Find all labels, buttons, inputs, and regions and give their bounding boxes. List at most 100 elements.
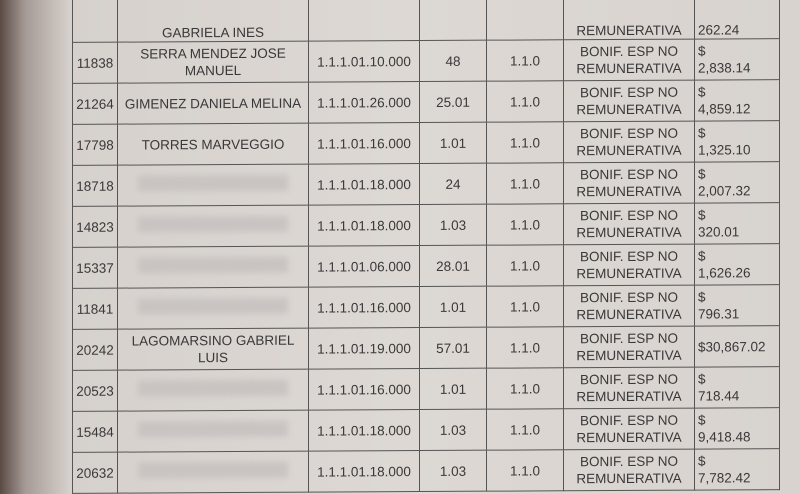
concept-cell: BONIF. ESP NO REMUNERATIVA — [563, 449, 695, 491]
amount-value: 320.01 — [698, 224, 740, 240]
amount-cell: $1,626.26 — [694, 243, 780, 286]
currency-symbol: $ — [698, 371, 706, 387]
amount-cell: $320.01 — [694, 202, 780, 245]
name-cell: SERRA MENDEZ JOSE MANUEL — [117, 41, 309, 84]
version-cell: 1.1.0 — [486, 244, 564, 287]
qty-cell: 1.03 — [419, 450, 487, 492]
id-cell: 20242 — [72, 329, 118, 371]
id-cell: 21264 — [72, 83, 118, 125]
code-cell: 1.1.1.01.18.000 — [308, 163, 420, 206]
table-row: 17798 TORRES MARVEGGIO 1.1.1.01.16.000 1.01… — [72, 120, 780, 166]
amount-value: 2,838.14 — [698, 60, 751, 76]
currency-symbol: $ — [698, 125, 706, 141]
version-cell: 1.1.0 — [486, 408, 564, 451]
redacted-name — [138, 379, 288, 397]
concept-cell: REMUNERATIVA — [563, 0, 695, 40]
code-cell: 1.1.1.01.06.000 — [308, 245, 420, 288]
version-cell: 1.1.0 — [486, 367, 564, 410]
code-cell: 1.1.1.01.18.000 — [308, 450, 420, 493]
id-cell: 20632 — [72, 452, 118, 494]
amount-cell: $4,859.12 — [694, 79, 780, 122]
qty-cell: 28.01 — [419, 245, 487, 287]
amount-cell: $2,838.14 — [694, 38, 780, 81]
redacted-name — [138, 297, 288, 315]
qty-cell: 1.03 — [419, 409, 487, 451]
version-cell: 1.1.0 — [486, 39, 564, 82]
table-row: 11841 1.1.1.01.16.000 1.01 1.1.0 BONIF. ESP … — [72, 284, 780, 330]
qty-cell: 57.01 — [419, 327, 487, 369]
id-cell: 15484 — [72, 411, 118, 453]
name-text: LAGOMARSINO GABRIEL LUIS — [131, 332, 295, 366]
currency-symbol: $ — [698, 207, 706, 223]
name-text: TORRES MARVEGGIO — [141, 136, 285, 152]
concept-cell: BONIF. ESP NO REMUNERATIVA — [563, 285, 695, 327]
version-cell: 1.1.0 — [486, 162, 564, 205]
amount-cell: $2,007.32 — [694, 161, 780, 204]
name-cell — [117, 287, 309, 330]
concept-cell: BONIF. ESP NO REMUNERATIVA — [563, 39, 695, 81]
code-cell: 1.1.1.01.19.000 — [308, 327, 420, 370]
id-cell: 17798 — [72, 124, 118, 166]
name-cell — [117, 246, 309, 289]
table-row: 15337 1.1.1.01.06.000 28.01 1.1.0 BONIF. ESP… — [72, 243, 780, 289]
amount-value: 4,859.12 — [698, 101, 751, 117]
id-cell: 20523 — [72, 370, 118, 412]
table-row: 20632 1.1.1.01.18.000 1.03 1.1.0 BONIF. ESP … — [72, 448, 780, 494]
version-cell: 1.1.0 — [486, 80, 564, 123]
code-cell: 1.1.1.01.16.000 — [308, 368, 420, 411]
payroll-table: GABRIELA INES REMUNERATIVA 262.24 11838 S… — [72, 0, 780, 494]
code-cell: 1.1.1.01.18.000 — [308, 409, 420, 452]
name-cell — [117, 205, 309, 248]
name-text: GIMENEZ DANIELA MELINA — [124, 95, 302, 112]
amount-value: 2,007.32 — [698, 183, 751, 199]
id-cell: 11838 — [72, 42, 118, 84]
concept-cell: BONIF. ESP NO REMUNERATIVA — [563, 121, 695, 163]
qty-cell: 1.01 — [419, 368, 487, 410]
qty-cell: 25.01 — [419, 81, 487, 123]
concept-cell: BONIF. ESP NO REMUNERATIVA — [563, 80, 695, 122]
currency-symbol: $ — [698, 166, 706, 182]
code-cell: 1.1.1.01.16.000 — [308, 286, 420, 329]
table-row: 14823 1.1.1.01.18.000 1.03 1.1.0 BONIF. ESP … — [72, 202, 780, 248]
amount-value: 7,782.42 — [698, 470, 751, 486]
name-cell — [117, 164, 309, 207]
name-cell — [117, 451, 309, 494]
table-row: 20242 LAGOMARSINO GABRIEL LUIS 1.1.1.01.19… — [72, 325, 780, 371]
amount-cell: 262.24 — [694, 0, 780, 40]
version-cell: 1.1.0 — [486, 326, 564, 369]
amount-cell: $9,418.48 — [694, 407, 780, 450]
amount-cell: $796.31 — [694, 284, 780, 327]
qty-cell: 1.01 — [419, 286, 487, 328]
currency-symbol: $ — [698, 289, 706, 305]
qty-cell: 24 — [419, 163, 487, 205]
id-cell: 18718 — [72, 165, 118, 207]
code-cell: 1.1.1.01.26.000 — [308, 81, 420, 124]
table-row: 18718 1.1.1.01.18.000 24 1.1.0 BONIF. ESP NO… — [72, 161, 780, 207]
amount-cell: $718.44 — [694, 366, 780, 409]
amount-value: 1,325.10 — [698, 142, 751, 158]
amount-cell: $1,325.10 — [694, 120, 780, 163]
code-cell: 1.1.1.01.18.000 — [308, 204, 420, 247]
currency-symbol: $ — [698, 84, 706, 100]
concept-cell: BONIF. ESP NO REMUNERATIVA — [563, 244, 695, 286]
qty-cell: 1.01 — [419, 122, 487, 164]
version-cell: 1.1.0 — [486, 121, 564, 164]
amount-cell: $7,782.42 — [694, 448, 780, 491]
currency-symbol: $ — [698, 412, 706, 428]
name-cell: GABRIELA INES — [117, 0, 309, 43]
table-row: 15484 1.1.1.01.18.000 1.03 1.1.0 BONIF. ESP … — [72, 407, 780, 453]
table-row-partial: GABRIELA INES REMUNERATIVA 262.24 — [72, 0, 780, 43]
name-cell: GIMENEZ DANIELA MELINA — [117, 82, 309, 125]
code-cell: 1.1.1.01.16.000 — [308, 122, 420, 165]
amount-cell: $30,867.02 — [694, 325, 780, 368]
concept-cell: BONIF. ESP NO REMUNERATIVA — [563, 162, 695, 204]
redacted-name — [138, 174, 288, 192]
name-cell: LAGOMARSINO GABRIEL LUIS — [117, 328, 309, 371]
amount-value: 796.31 — [698, 306, 740, 322]
concept-cell: BONIF. ESP NO REMUNERATIVA — [563, 367, 695, 409]
version-cell: 1.1.0 — [486, 203, 564, 246]
qty-cell: 1.03 — [419, 204, 487, 246]
redacted-name — [138, 461, 288, 479]
version-cell: 1.1.0 — [486, 449, 564, 492]
code-cell: 1.1.1.01.10.000 — [308, 40, 420, 83]
